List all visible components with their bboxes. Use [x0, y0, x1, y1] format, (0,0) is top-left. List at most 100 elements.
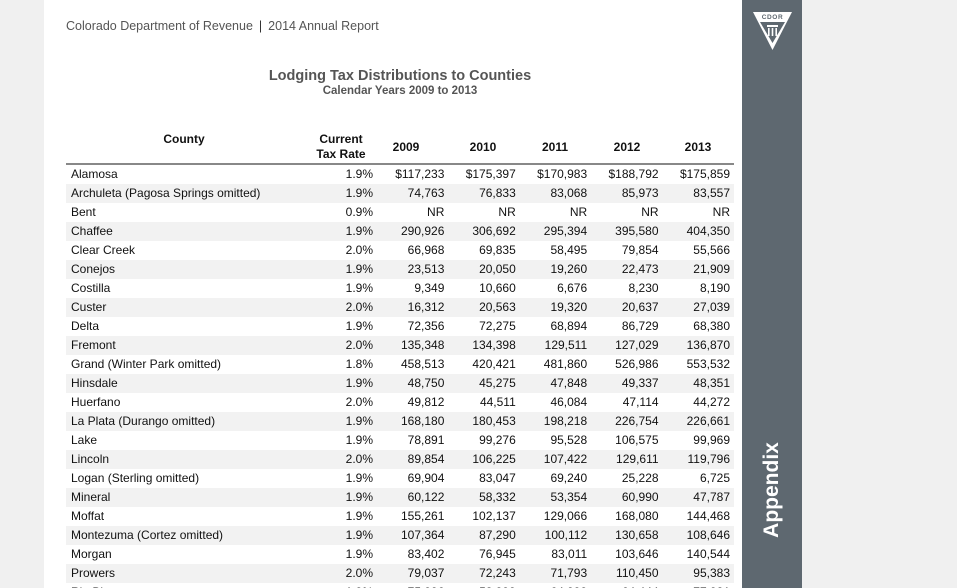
- value-2009-cell: 89,854: [377, 450, 449, 469]
- value-2010-cell: 72,243: [448, 564, 520, 583]
- county-cell: Archuleta (Pagosa Springs omitted): [66, 184, 314, 203]
- table-row: Huerfano 2.0% 49,812 44,511 46,084 47,114 44,2…: [66, 393, 734, 412]
- value-2011-cell: 129,511: [519, 336, 592, 355]
- value-2012-cell: 64,444: [591, 583, 662, 588]
- county-cell: Conejos: [66, 260, 314, 279]
- logo-text: CDOR: [762, 14, 784, 21]
- tax-rate-cell: 1.9%: [345, 167, 374, 181]
- value-2010-cell: 420,421: [472, 357, 516, 371]
- value-2012-cell: 106,575: [615, 433, 659, 447]
- value-2011-cell: 481,860: [543, 357, 588, 371]
- value-2012-cell: 25,228: [621, 471, 659, 485]
- value-2011-cell: 47,848: [519, 374, 592, 393]
- value-2012-cell: 79,854: [621, 243, 659, 257]
- value-2011-cell: 107,422: [519, 450, 592, 469]
- value-2011-cell: 71,793: [519, 564, 592, 583]
- tax-rate-cell: 1.9%: [345, 433, 374, 447]
- tax-rate-cell: 1.9%: [345, 547, 374, 561]
- value-2013-cell: 108,646: [662, 526, 734, 545]
- background-margin: [802, 0, 957, 588]
- value-2010-cell: 44,511: [479, 395, 516, 409]
- report-name: 2014 Annual Report: [268, 19, 379, 33]
- value-2013-cell: 68,380: [693, 319, 730, 333]
- value-2011-cell: 295,394: [519, 222, 592, 241]
- value-2009-cell: 135,348: [377, 336, 449, 355]
- county-cell: Prowers: [66, 564, 314, 583]
- col-header-county: County: [163, 132, 205, 146]
- table-row: Alamosa 1.9% $117,233 $175,397 $170,983 $188,…: [66, 165, 734, 184]
- header-divider: [66, 163, 734, 165]
- value-2012-cell: 130,658: [591, 526, 663, 545]
- value-2011-cell: 64,999: [520, 583, 591, 588]
- value-2010-cell: $175,397: [465, 167, 516, 181]
- table-row: Lincoln 2.0% 89,854 106,225 107,422 129,611 11…: [66, 450, 734, 469]
- value-2013-cell: 226,661: [662, 412, 734, 431]
- county-cell: Montezuma (Cortez omitted): [66, 526, 314, 545]
- county-cell: Fremont: [66, 336, 314, 355]
- county-cell: Delta: [71, 319, 100, 333]
- value-2010-cell: 306,692: [448, 222, 520, 241]
- value-2009-cell: NR: [427, 205, 445, 219]
- value-2009-cell: 458,513: [400, 357, 445, 371]
- value-2009-cell: 60,122: [377, 488, 449, 507]
- department-name: Colorado Department of Revenue: [66, 19, 253, 33]
- table-row: Conejos 1.9% 23,513 20,050 19,260 22,473 21,90…: [66, 260, 734, 279]
- value-2011-cell: 129,066: [543, 509, 588, 523]
- table-subtitle: Calendar Years 2009 to 2013: [322, 85, 478, 97]
- tax-rate-cell: 1.9%: [345, 319, 374, 333]
- table-row: Moffat 1.9% 155,261 102,137 129,066 168,080 14…: [66, 507, 734, 526]
- table-row: Costilla 1.9% 9,349 10,660 6,676 8,230 8,190: [66, 279, 734, 298]
- value-2009-cell: $117,233: [395, 167, 445, 181]
- county-cell: Lincoln: [66, 450, 314, 469]
- value-2010-cell: 134,398: [448, 336, 520, 355]
- value-2010-cell: 76,945: [479, 547, 516, 561]
- value-2012-cell: 129,611: [591, 450, 663, 469]
- tax-rate-cell: 1.8%: [345, 357, 374, 371]
- table-row: Morgan 1.9% 83,402 76,945 83,011 103,646 140,5…: [66, 545, 734, 564]
- col-header-tax-rate: Current Tax Rate: [306, 132, 376, 162]
- value-2012-cell: 168,080: [615, 509, 659, 523]
- county-cell: Alamosa: [71, 167, 118, 181]
- county-cell: Hinsdale: [66, 374, 314, 393]
- county-cell: Moffat: [71, 509, 105, 523]
- value-2009-cell: 78,891: [407, 433, 445, 447]
- value-2013-cell: 27,039: [662, 298, 734, 317]
- value-2012-cell: 47,114: [622, 395, 659, 409]
- value-2011-cell: 53,354: [519, 488, 592, 507]
- value-2009-cell: 66,968: [407, 243, 445, 257]
- table-title: Lodging Tax Distributions to Counties: [268, 68, 532, 84]
- tax-rate-cell: 1.9%: [345, 281, 374, 295]
- value-2011-cell: NR: [569, 205, 588, 219]
- value-2013-cell: 144,468: [686, 509, 730, 523]
- value-2011-cell: 83,011: [551, 547, 588, 561]
- value-2010-cell: 45,275: [448, 374, 520, 393]
- col-header-2012: 2012: [613, 140, 641, 154]
- col-header-2013: 2013: [684, 140, 712, 154]
- tax-rate-cell: 1.9%: [313, 583, 377, 588]
- value-2012-cell: 49,337: [591, 374, 663, 393]
- value-2013-cell: NR: [712, 205, 730, 219]
- tax-rate-cell: 1.9%: [313, 222, 378, 241]
- tax-rate-cell: 2.0%: [345, 395, 374, 409]
- value-2009-cell: 83,402: [407, 547, 445, 561]
- value-2013-cell: 83,557: [662, 184, 734, 203]
- value-2011-cell: 6,676: [557, 281, 588, 295]
- value-2012-cell: 526,986: [615, 357, 659, 371]
- value-2012-cell: 395,580: [591, 222, 663, 241]
- value-2010-cell: 69,835: [479, 243, 516, 257]
- county-cell: Bent: [71, 205, 96, 219]
- table-row: Montezuma (Cortez omitted) 1.9% 107,364 87,…: [66, 526, 734, 545]
- value-2012-cell: 8,230: [628, 281, 659, 295]
- table-row: Hinsdale 1.9% 48,750 45,275 47,848 49,337 48,3…: [66, 374, 734, 393]
- value-2011-cell: $170,983: [537, 167, 588, 181]
- county-cell: Clear Creek: [71, 243, 136, 257]
- county-cell: Costilla: [71, 281, 111, 295]
- value-2013-cell: 553,532: [686, 357, 730, 371]
- table-row: Delta 1.9% 72,356 72,275 68,894 86,729 68,380: [66, 317, 734, 336]
- county-cell: Logan (Sterling omitted): [71, 471, 200, 485]
- value-2009-cell: 107,364: [377, 526, 449, 545]
- tax-rate-cell: 1.9%: [313, 412, 378, 431]
- county-cell: Grand (Winter Park omitted): [71, 357, 222, 371]
- value-2013-cell: 21,909: [662, 260, 734, 279]
- tax-rate-cell: 2.0%: [313, 298, 378, 317]
